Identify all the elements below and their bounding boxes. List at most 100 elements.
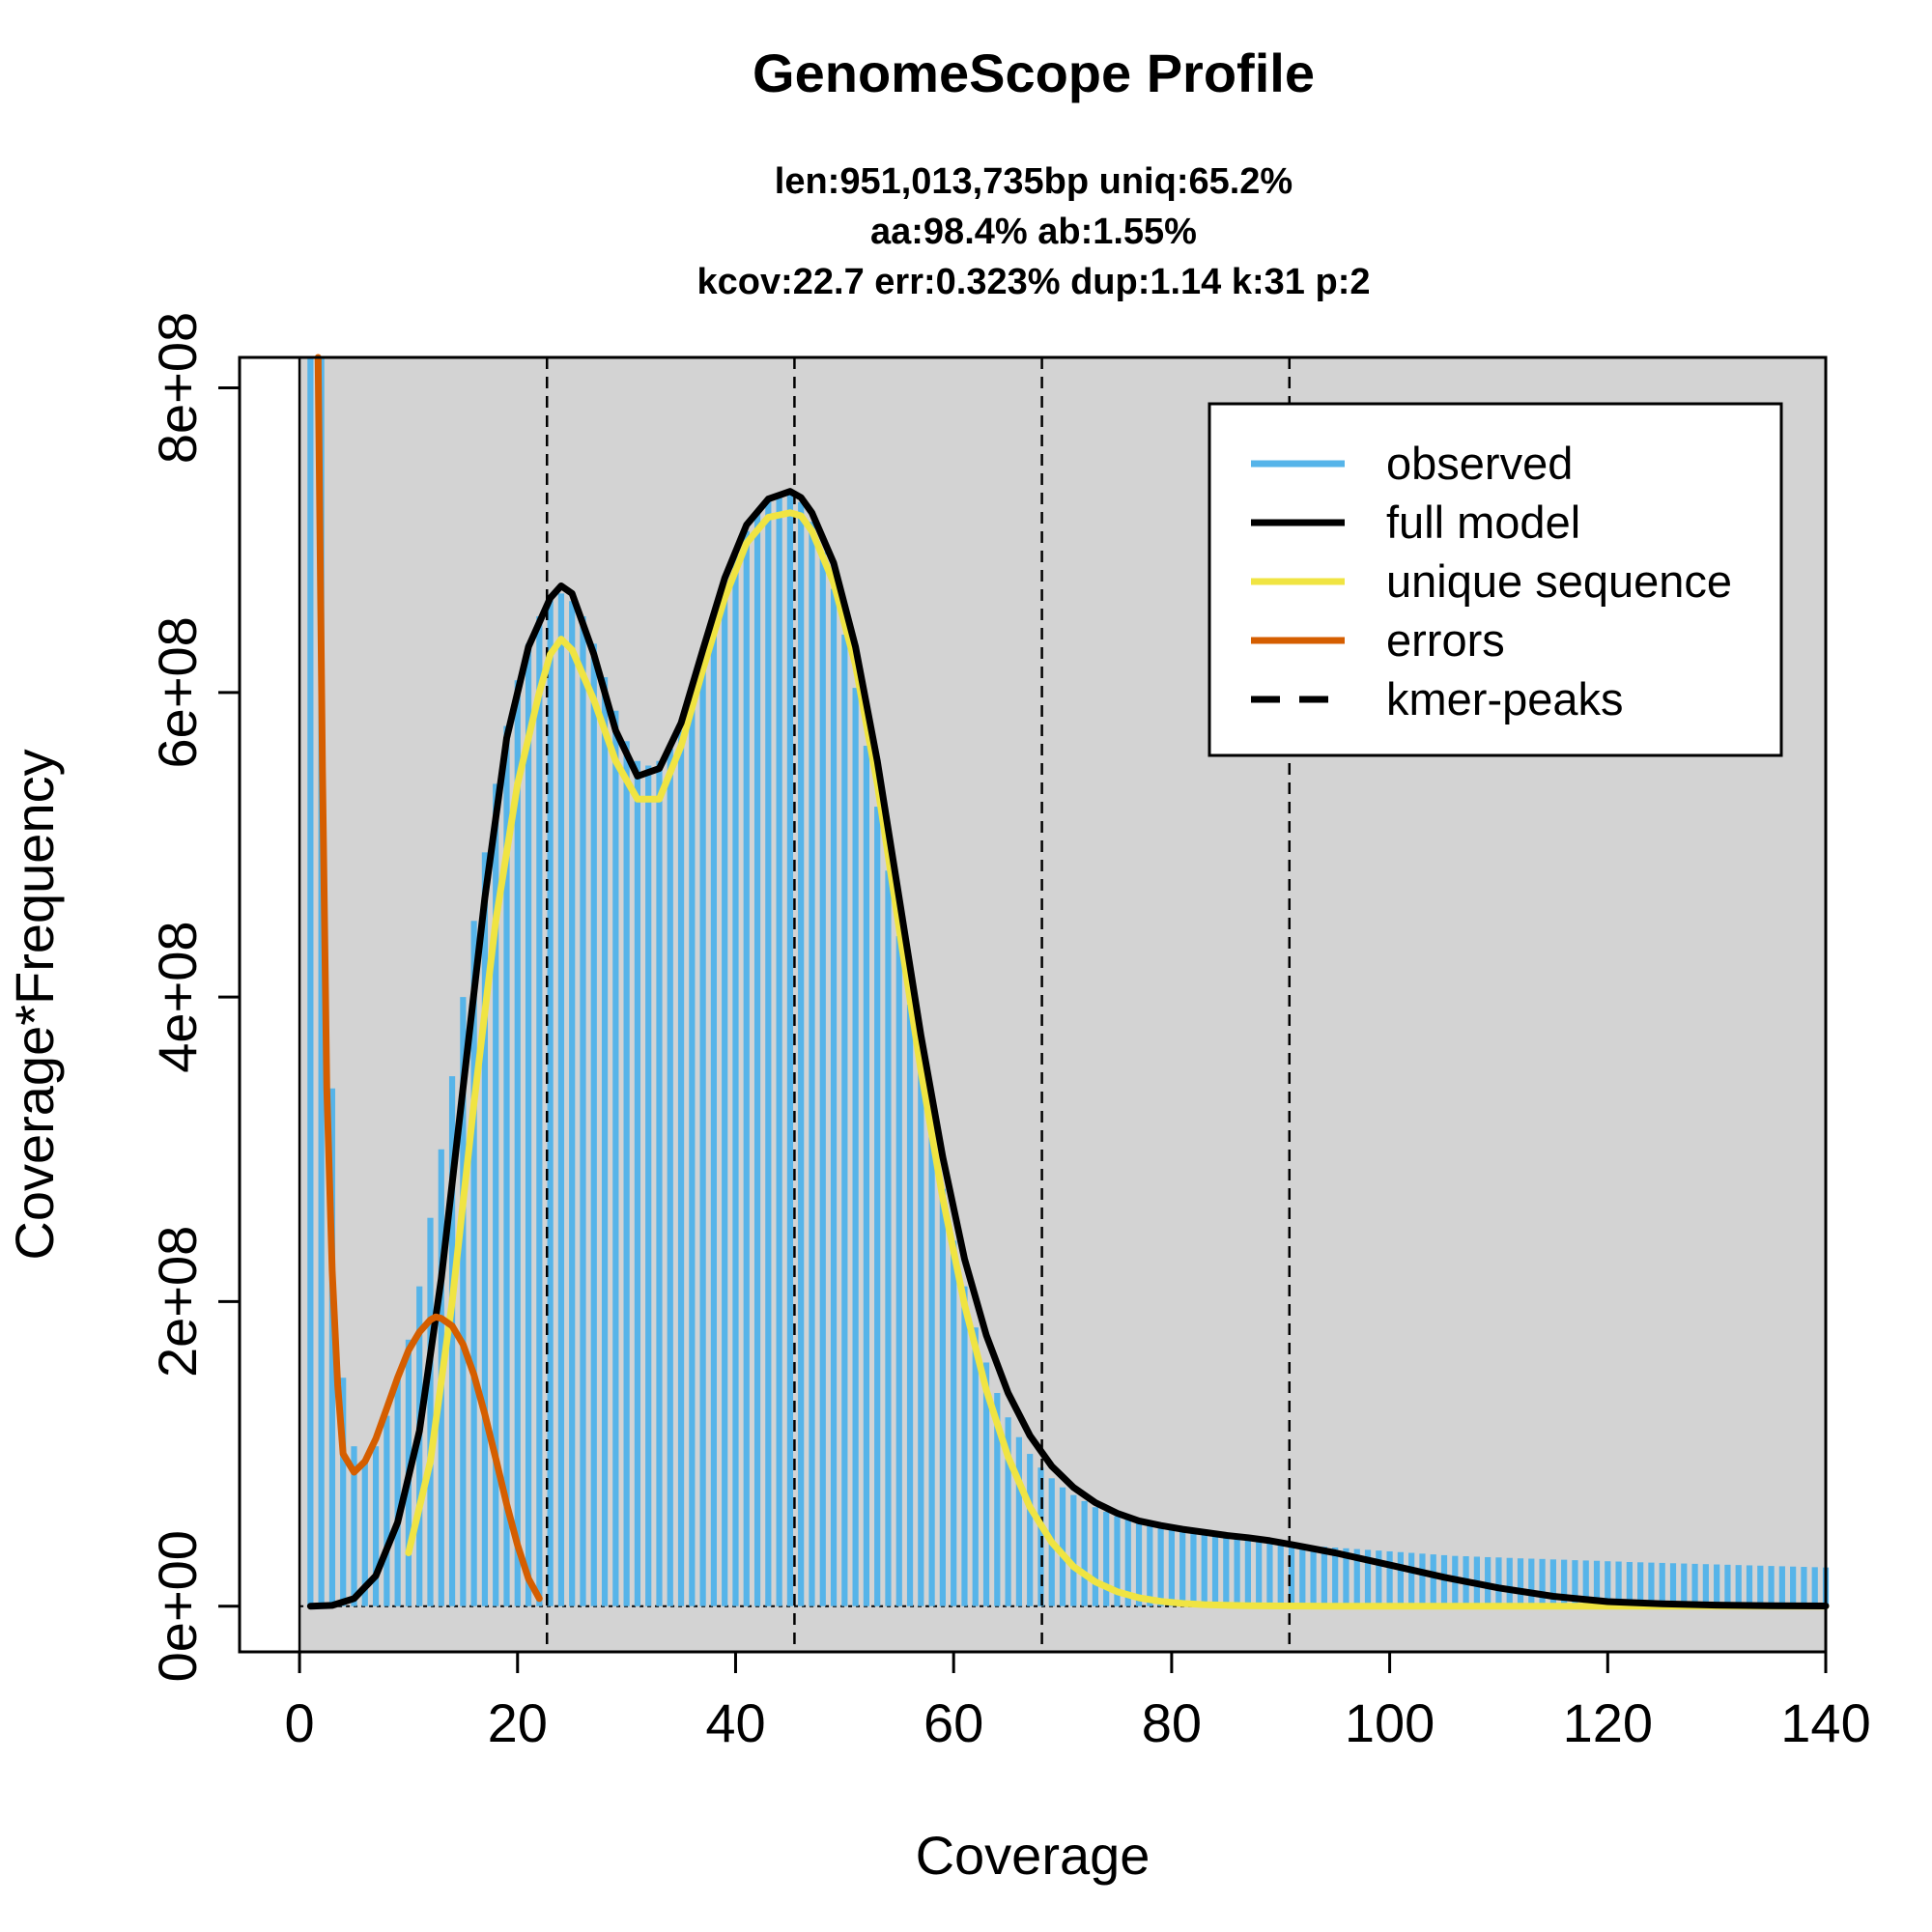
legend-label: errors [1386,614,1505,666]
observed-bar [798,501,805,1606]
observed-bar [1376,1550,1382,1606]
observed-bar [1561,1559,1568,1606]
observed-bar [1190,1533,1197,1606]
observed-bar [1124,1519,1131,1606]
observed-bar [972,1327,979,1606]
observed-bar [677,730,685,1606]
observed-bar [1277,1543,1284,1606]
observed-bar [481,852,489,1606]
observed-bar [1419,1553,1426,1606]
observed-bar [874,807,881,1606]
observed-bar [1757,1565,1764,1606]
observed-bar [470,921,477,1606]
observed-bar [1637,1562,1644,1606]
observed-bar [1702,1564,1709,1606]
observed-bar [1364,1549,1372,1606]
observed-bar [1092,1507,1098,1606]
observed-bar [645,765,652,1606]
observed-bar [547,598,554,1606]
x-tick-label: 80 [1142,1692,1202,1753]
observed-bar [753,512,761,1606]
y-axis-label: Coverage*Frequency [4,749,65,1260]
observed-bar [885,870,892,1606]
observed-bar [1539,1558,1546,1606]
observed-bar [1266,1542,1273,1606]
observed-bar [460,997,467,1606]
observed-bar [1811,1567,1818,1606]
observed-bar [503,725,510,1606]
observed-bar [689,699,696,1606]
legend-label: observed [1386,438,1573,489]
observed-bar [1648,1562,1655,1606]
observed-bar [493,783,499,1606]
observed-bar [1778,1566,1785,1606]
observed-bar [1605,1561,1611,1606]
observed-bar [328,1088,336,1606]
observed-bar [863,746,870,1606]
observed-bar [1288,1544,1295,1606]
observed-bar [1015,1436,1022,1606]
x-tick-label: 40 [705,1692,765,1753]
observed-bar [1430,1554,1436,1606]
observed-bar [1321,1547,1327,1606]
observed-bar [612,710,619,1606]
observed-bar [939,1188,947,1606]
observed-bar [1147,1525,1153,1606]
observed-bar [961,1286,968,1606]
observed-bar [1681,1563,1688,1606]
observed-bar [569,601,576,1606]
observed-bar [1506,1557,1513,1606]
errors-line [314,354,543,1603]
observed-bar [1528,1558,1535,1606]
observed-bar [1768,1566,1775,1606]
chart-subtitle-line-1: len:951,013,735bp uniq:65.2% [775,161,1293,202]
observed-bar [1408,1552,1415,1606]
observed-bar [1135,1522,1143,1606]
y-tick-label: 0e+00 [147,1530,208,1682]
observed-bar [536,616,543,1606]
legend-label: unique sequence [1386,555,1732,607]
observed-bar [1746,1565,1753,1606]
observed-bar [906,1005,914,1606]
observed-bar [895,936,902,1606]
observed-bar [427,1217,434,1606]
legend-label: kmer-peaks [1386,673,1624,724]
observed-bar [634,760,641,1606]
observed-bar [1572,1560,1578,1606]
observed-bar [1790,1566,1797,1606]
observed-bar [1593,1560,1601,1606]
observed-bar [318,357,325,1606]
observed-bar [830,588,838,1606]
observed-bar [1332,1548,1339,1606]
observed-bar [372,1446,380,1606]
x-tick-label: 20 [488,1692,548,1753]
observed-bar [852,688,859,1606]
observed-bar [776,494,782,1606]
observed-bar [951,1240,957,1606]
chart-subtitle-line-2: aa:98.4% ab:1.55% [870,212,1197,252]
x-tick-label: 60 [923,1692,983,1753]
observed-bar [384,1415,390,1606]
y-axis: 0e+00 2e+08 4e+08 6e+08 8e+08 [147,312,242,1682]
observed-bar [1179,1531,1186,1606]
observed-bar [809,522,815,1606]
observed-bar [1801,1567,1807,1606]
observed-bar [819,552,826,1606]
observed-bar [557,593,565,1606]
observed-bar [1310,1546,1317,1606]
observed-bar [1485,1556,1492,1606]
observed-bar [590,643,597,1606]
observed-bar [623,741,630,1606]
y-tick-label: 8e+08 [147,312,208,464]
observed-bar [1735,1565,1742,1606]
observed-bar [918,1068,924,1606]
legend: observed full model unique sequence errors k… [1208,402,1783,757]
observed-bar [841,634,848,1606]
observed-bar [1157,1528,1164,1606]
observed-bar [699,662,706,1606]
observed-bar [1386,1550,1393,1606]
observed-bar [1343,1548,1350,1606]
observed-bar [307,357,314,1606]
observed-bar [1059,1487,1066,1606]
observed-bar [1714,1564,1720,1606]
